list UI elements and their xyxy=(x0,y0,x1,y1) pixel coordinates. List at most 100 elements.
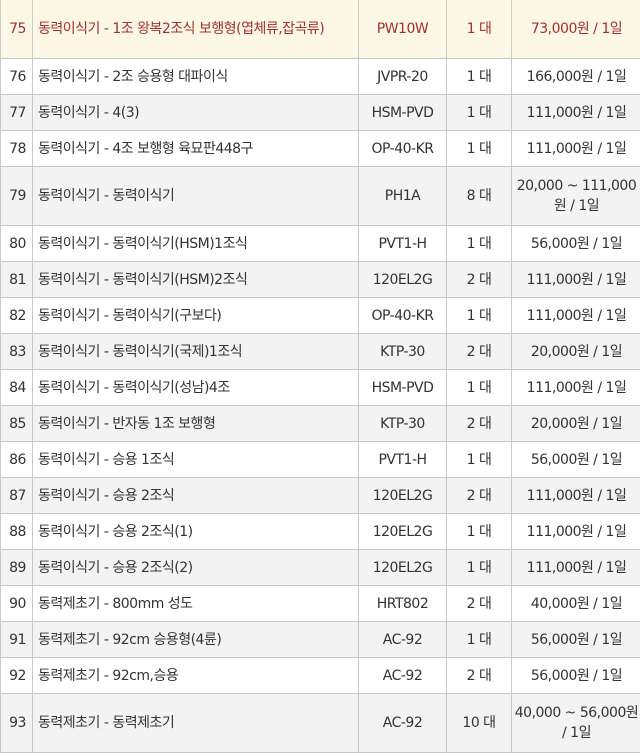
model-code: JVPR-20 xyxy=(358,58,447,95)
model-code: 120EL2G xyxy=(358,261,447,298)
table-row[interactable]: 84 동력이식기 - 동력이식기(성남)4조 HSM-PVD 1 대 111,000원 … xyxy=(0,369,640,406)
row-number: 80 xyxy=(0,225,33,262)
rental-price: 56,000원 / 1일 xyxy=(511,657,640,694)
quantity: 1 대 xyxy=(446,369,512,406)
row-number: 86 xyxy=(0,441,33,478)
model-code: PH1A xyxy=(358,166,447,226)
rental-price: 73,000원 / 1일 xyxy=(511,0,640,59)
table-row[interactable]: 82 동력이식기 - 동력이식기(구보다) OP-40-KR 1 대 111,000원 … xyxy=(0,297,640,334)
table-row[interactable]: 78 동력이식기 - 4조 보행형 육묘판448구 OP-40-KR 1 대 111,0… xyxy=(0,130,640,167)
equipment-name[interactable]: 동력이식기 - 동력이식기(구보다) xyxy=(32,297,359,334)
equipment-name[interactable]: 동력이식기 - 동력이식기(HSM)1조식 xyxy=(32,225,359,262)
model-code: PVT1-H xyxy=(358,441,447,478)
row-number: 83 xyxy=(0,333,33,370)
row-number: 79 xyxy=(0,166,33,226)
model-code: KTP-30 xyxy=(358,333,447,370)
quantity: 1 대 xyxy=(446,297,512,334)
row-number: 87 xyxy=(0,477,33,514)
model-code: HSM-PVD xyxy=(358,94,447,131)
model-code: PVT1-H xyxy=(358,225,447,262)
rental-price: 20,000 ~ 111,000원 / 1일 xyxy=(511,166,640,226)
table-row[interactable]: 90 동력제초기 - 800mm 성도 HRT802 2 대 40,000원 / 1일 xyxy=(0,585,640,622)
table-row[interactable]: 83 동력이식기 - 동력이식기(국제)1조식 KTP-30 2 대 20,000원 /… xyxy=(0,333,640,370)
rental-price: 111,000원 / 1일 xyxy=(511,94,640,131)
quantity: 2 대 xyxy=(446,261,512,298)
equipment-name[interactable]: 동력이식기 - 1조 왕복2조식 보행형(엽체류,잡곡류) xyxy=(32,0,359,59)
equipment-name[interactable]: 동력이식기 - 4조 보행형 육묘판448구 xyxy=(32,130,359,167)
rental-price: 56,000원 / 1일 xyxy=(511,621,640,658)
rental-price: 111,000원 / 1일 xyxy=(511,513,640,550)
equipment-name[interactable]: 동력제초기 - 동력제초기 xyxy=(32,693,359,753)
equipment-name[interactable]: 동력제초기 - 92cm,승용 xyxy=(32,657,359,694)
quantity: 1 대 xyxy=(446,58,512,95)
equipment-name[interactable]: 동력이식기 - 승용 2조식 xyxy=(32,477,359,514)
table-row[interactable]: 92 동력제초기 - 92cm,승용 AC-92 2 대 56,000원 / 1일 xyxy=(0,657,640,694)
rental-price: 20,000원 / 1일 xyxy=(511,333,640,370)
quantity: 10 대 xyxy=(446,693,512,753)
rental-price: 40,000원 / 1일 xyxy=(511,585,640,622)
table-row[interactable]: 79 동력이식기 - 동력이식기 PH1A 8 대 20,000 ~ 111,000원 … xyxy=(0,166,640,226)
row-number: 82 xyxy=(0,297,33,334)
quantity: 1 대 xyxy=(446,225,512,262)
table-row[interactable]: 87 동력이식기 - 승용 2조식 120EL2G 2 대 111,000원 / 1일 xyxy=(0,477,640,514)
model-code: AC-92 xyxy=(358,693,447,753)
table-row[interactable]: 88 동력이식기 - 승용 2조식(1) 120EL2G 1 대 111,000원 / … xyxy=(0,513,640,550)
quantity: 1 대 xyxy=(446,549,512,586)
table-row[interactable]: 86 동력이식기 - 승용 1조식 PVT1-H 1 대 56,000원 / 1일 xyxy=(0,441,640,478)
table-row[interactable]: 93 동력제초기 - 동력제초기 AC-92 10 대 40,000 ~ 56,000원… xyxy=(0,693,640,753)
rental-price: 111,000원 / 1일 xyxy=(511,477,640,514)
table-row[interactable]: 80 동력이식기 - 동력이식기(HSM)1조식 PVT1-H 1 대 56,000원 … xyxy=(0,225,640,262)
model-code: 120EL2G xyxy=(358,513,447,550)
equipment-name[interactable]: 동력제초기 - 92cm 승용형(4륜) xyxy=(32,621,359,658)
row-number: 93 xyxy=(0,693,33,753)
row-number: 91 xyxy=(0,621,33,658)
quantity: 2 대 xyxy=(446,657,512,694)
rental-price: 20,000원 / 1일 xyxy=(511,405,640,442)
equipment-name[interactable]: 동력이식기 - 동력이식기(성남)4조 xyxy=(32,369,359,406)
equipment-name[interactable]: 동력이식기 - 승용 1조식 xyxy=(32,441,359,478)
quantity: 8 대 xyxy=(446,166,512,226)
table-row[interactable]: 81 동력이식기 - 동력이식기(HSM)2조식 120EL2G 2 대 111,000… xyxy=(0,261,640,298)
equipment-name[interactable]: 동력이식기 - 승용 2조식(1) xyxy=(32,513,359,550)
model-code: KTP-30 xyxy=(358,405,447,442)
row-number: 76 xyxy=(0,58,33,95)
model-code: HRT802 xyxy=(358,585,447,622)
row-number: 81 xyxy=(0,261,33,298)
equipment-name[interactable]: 동력이식기 - 동력이식기(HSM)2조식 xyxy=(32,261,359,298)
quantity: 1 대 xyxy=(446,441,512,478)
equipment-name[interactable]: 동력이식기 - 동력이식기 xyxy=(32,166,359,226)
rental-price: 111,000원 / 1일 xyxy=(511,130,640,167)
table-row[interactable]: 77 동력이식기 - 4(3) HSM-PVD 1 대 111,000원 / 1일 xyxy=(0,94,640,131)
table-row[interactable]: 89 동력이식기 - 승용 2조식(2) 120EL2G 1 대 111,000원 / … xyxy=(0,549,640,586)
row-number: 89 xyxy=(0,549,33,586)
row-number: 77 xyxy=(0,94,33,131)
equipment-name[interactable]: 동력이식기 - 승용 2조식(2) xyxy=(32,549,359,586)
equipment-name[interactable]: 동력이식기 - 2조 승용형 대파이식 xyxy=(32,58,359,95)
quantity: 2 대 xyxy=(446,477,512,514)
rental-price: 111,000원 / 1일 xyxy=(511,261,640,298)
equipment-name[interactable]: 동력이식기 - 반자동 1조 보행형 xyxy=(32,405,359,442)
quantity: 1 대 xyxy=(446,621,512,658)
quantity: 1 대 xyxy=(446,513,512,550)
table-row[interactable]: 91 동력제초기 - 92cm 승용형(4륜) AC-92 1 대 56,000원 / … xyxy=(0,621,640,658)
rental-price: 166,000원 / 1일 xyxy=(511,58,640,95)
equipment-name[interactable]: 동력제초기 - 800mm 성도 xyxy=(32,585,359,622)
row-number: 88 xyxy=(0,513,33,550)
table-row[interactable]: 85 동력이식기 - 반자동 1조 보행형 KTP-30 2 대 20,000원 / 1… xyxy=(0,405,640,442)
rental-price: 111,000원 / 1일 xyxy=(511,549,640,586)
rental-price: 56,000원 / 1일 xyxy=(511,441,640,478)
model-code: AC-92 xyxy=(358,657,447,694)
row-number: 84 xyxy=(0,369,33,406)
quantity: 1 대 xyxy=(446,94,512,131)
rental-price: 111,000원 / 1일 xyxy=(511,297,640,334)
row-number: 85 xyxy=(0,405,33,442)
equipment-name[interactable]: 동력이식기 - 동력이식기(국제)1조식 xyxy=(32,333,359,370)
row-number: 78 xyxy=(0,130,33,167)
equipment-name[interactable]: 동력이식기 - 4(3) xyxy=(32,94,359,131)
rental-price: 56,000원 / 1일 xyxy=(511,225,640,262)
table-row[interactable]: 76 동력이식기 - 2조 승용형 대파이식 JVPR-20 1 대 166,000원 … xyxy=(0,58,640,95)
row-number: 90 xyxy=(0,585,33,622)
